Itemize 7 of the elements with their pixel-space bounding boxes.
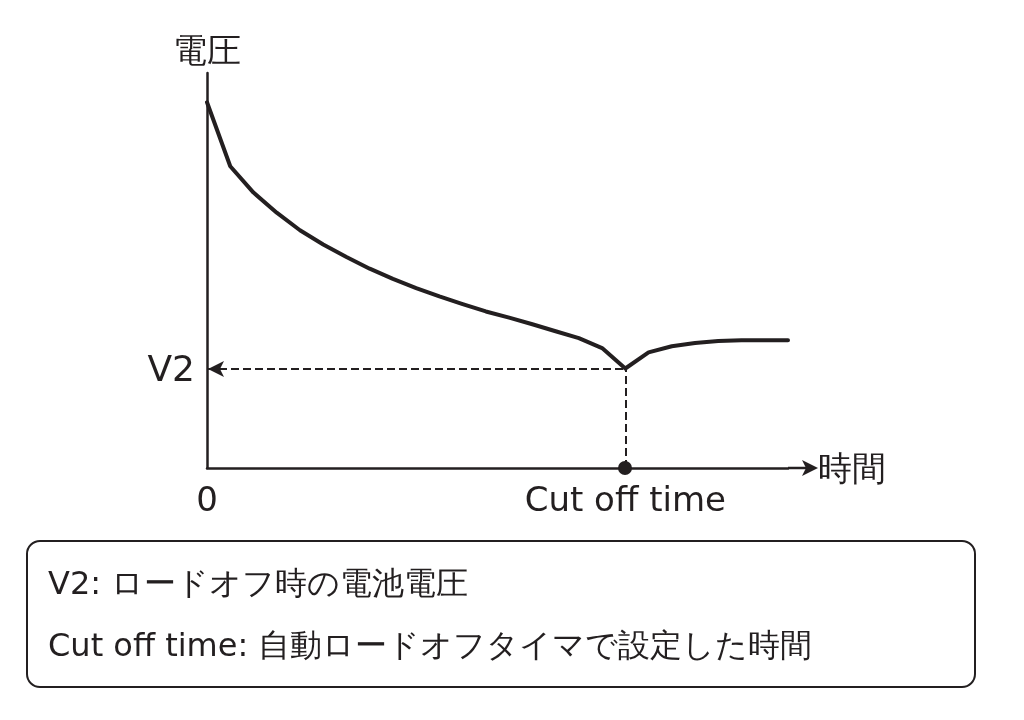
y-axis-title: 電圧 [173, 30, 241, 70]
x-tick-label: 0 [196, 479, 218, 519]
text: V2: ロードオフ時の電池電圧 [48, 563, 470, 604]
ref-line-label: V2 [147, 348, 195, 390]
text: Cut off time: 自動ロードオフタイマで設定した時間 [48, 625, 814, 666]
x-tick-label: Cut off time [524, 479, 726, 519]
x-axis-title: 時間 [818, 448, 886, 488]
